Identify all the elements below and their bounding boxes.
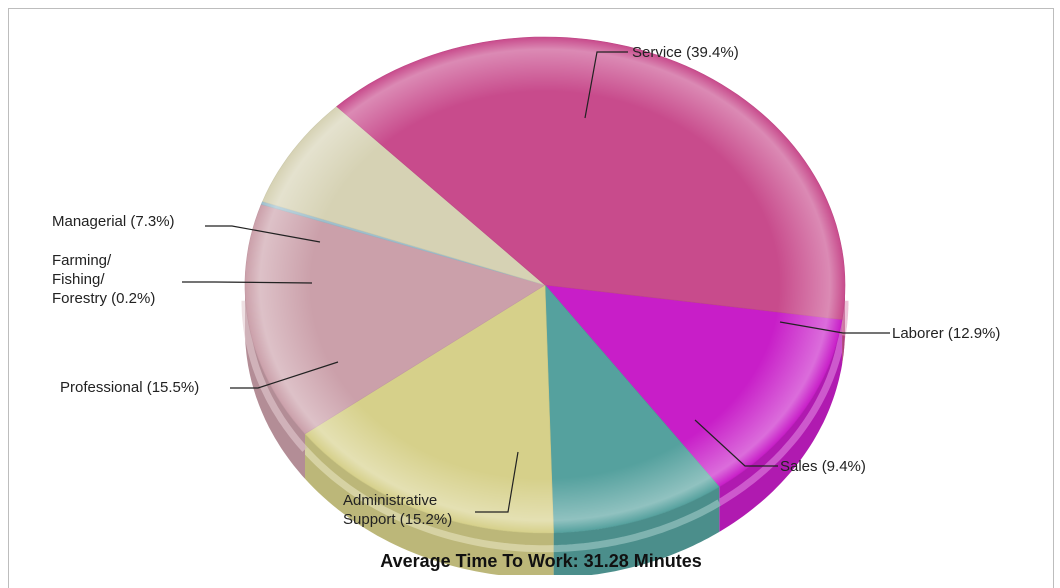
leader-line [205, 225, 321, 243]
chart-title: Average Time To Work: 31.28 Minutes [380, 551, 701, 571]
pie-side-highlight [302, 447, 554, 553]
leader-line [584, 51, 628, 119]
slice-label: Sales (9.4%) [780, 458, 866, 475]
slice-labels: Laborer (12.9%) Sales (9.4%) Administrativ… [52, 44, 1000, 528]
pie-side-walls [241, 285, 849, 575]
pie-top-faces [244, 36, 846, 534]
leader-line [475, 451, 519, 513]
pie-side-highlight [241, 300, 308, 452]
chart-frame [8, 8, 1054, 588]
pie-side-highlight [838, 300, 849, 336]
pie-side-highlight [717, 334, 846, 506]
leader-line [182, 281, 313, 284]
slice-label: Administrative Support (15.2%) [343, 492, 452, 528]
pie-side-sales [553, 486, 720, 575]
slice-label: Farming/Fishing/Forestry (0.2%) [52, 252, 155, 307]
leader-line [230, 361, 339, 389]
leader-line [694, 419, 778, 467]
slice-label: Service (39.4%) [632, 44, 739, 61]
pie-side-highlight [553, 499, 722, 553]
leader-lines [182, 51, 890, 513]
leader-line [779, 321, 890, 334]
slice-label: Laborer (12.9%) [892, 325, 1000, 342]
slice-label: Managerial (7.3%) [52, 213, 175, 230]
pie-chart: Laborer (12.9%) Sales (9.4%) Administrativ… [52, 36, 1000, 575]
pie-rim-shine [245, 37, 845, 533]
pie-side-administrative-support [305, 433, 554, 575]
slice-label: Professional (15.5%) [60, 379, 199, 396]
